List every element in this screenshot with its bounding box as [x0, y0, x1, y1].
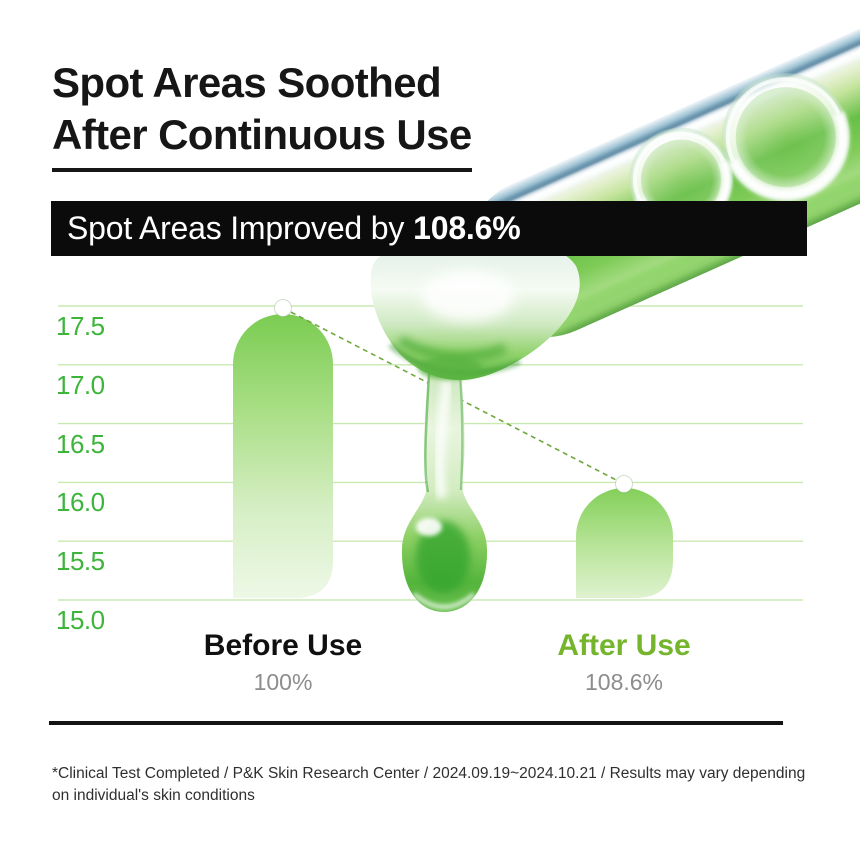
improvement-banner: Spot Areas Improved by 108.6%: [51, 201, 807, 256]
y-tick-label: 17.0: [56, 370, 105, 400]
y-tick-label: 15.5: [56, 546, 105, 576]
footnote: *Clinical Test Completed / P&K Skin Rese…: [52, 763, 812, 807]
banner-text: Spot Areas Improved by: [67, 210, 405, 246]
y-tick-label: 16.0: [56, 487, 105, 517]
air-bubble-large: [721, 73, 850, 202]
marker-after-use: [615, 475, 633, 493]
value-label-before: 100%: [253, 669, 313, 695]
pipette-neck: [370, 240, 580, 381]
bar-before-use: [233, 314, 333, 598]
page-title: Spot Areas Soothed After Continuous Use: [52, 57, 472, 172]
footer-divider: [49, 721, 783, 725]
category-label-before: Before Use: [203, 629, 363, 662]
value-label-after: 108.6%: [584, 669, 663, 695]
y-tick-label: 17.5: [56, 311, 105, 341]
marker-before-use: [274, 299, 292, 317]
title-line-1: Spot Areas Soothed: [52, 59, 442, 106]
banner-value: 108.6%: [413, 210, 521, 246]
title-line-2-underlined: After Continuous Use: [52, 109, 472, 172]
y-tick-label: 16.5: [56, 429, 105, 459]
y-tick-label: 15.0: [56, 605, 105, 635]
droplet: [401, 368, 488, 612]
bar-after-use: [576, 487, 673, 598]
footnote-line-1: *Clinical Test Completed / P&K Skin Rese…: [52, 765, 806, 782]
footnote-line-2: on individual's skin conditions: [52, 787, 255, 804]
category-label-after: After Use: [557, 629, 691, 662]
